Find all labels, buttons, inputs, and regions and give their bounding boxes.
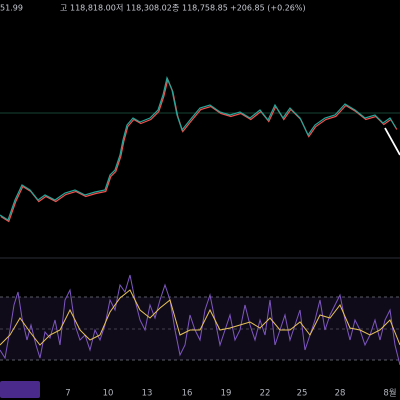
x-tick-label: 28	[335, 389, 346, 399]
x-tick-label: 16	[182, 389, 193, 399]
low-label: 저	[116, 4, 123, 13]
x-tick-label: 25	[297, 389, 308, 399]
change-value: +206.85 (+0.26%)	[230, 4, 306, 13]
price-line-up	[0, 76, 397, 221]
badge	[0, 381, 40, 398]
close-label: 종	[172, 4, 179, 13]
rsi-line	[0, 274, 400, 366]
high-value: 118,818.00	[70, 4, 116, 13]
high-label: 고	[60, 4, 67, 13]
x-tick-label: 8월	[383, 388, 396, 399]
x-tick-label: 22	[260, 389, 271, 399]
ohlc-header: 51.99 고 118,818.00 저 118,308.02 종 118,75…	[0, 4, 306, 13]
trend-line	[384, 127, 400, 156]
rsi-ma-line	[0, 289, 400, 346]
low-value: 118,308.02	[126, 4, 172, 13]
x-tick-label: 7	[65, 389, 70, 399]
x-tick-label: 19	[221, 389, 232, 399]
x-tick-label: 13	[142, 389, 153, 399]
rsi-band	[0, 297, 400, 360]
x-axis: 7 10 13 16 19 22 25 28 8월	[65, 388, 396, 399]
x-tick-label: 10	[103, 389, 114, 399]
open-value: 51.99	[0, 4, 23, 13]
close-value: 118,758.85	[182, 4, 228, 13]
